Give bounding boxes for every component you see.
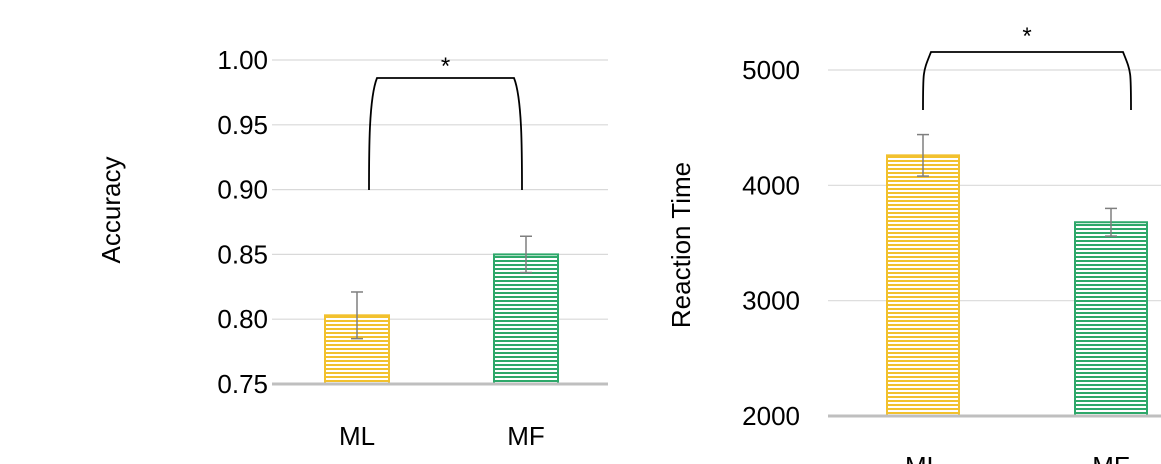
y-tick-label: 3000 (742, 286, 800, 316)
significance-bracket (368, 77, 523, 191)
y-tick-label: 0.80 (217, 304, 268, 334)
bar-mf (493, 253, 559, 385)
bar-ml (886, 154, 960, 417)
y-axis-label: Reaction Time (666, 162, 696, 328)
x-tick-label: ML (339, 421, 375, 451)
y-tick-label: 0.95 (217, 110, 268, 140)
x-tick-label: ML (905, 451, 941, 464)
x-tick-label: MF (507, 421, 545, 451)
reaction-time-chart: 2000 3000 4000 5000 ML MF Reaction Time * (666, 23, 1161, 464)
y-tick-label: 2000 (742, 401, 800, 431)
accuracy-chart: 0.75 0.80 0.85 0.90 0.95 1.00 ML MF Accuracy * (96, 45, 608, 451)
x-tick-label: MF (1092, 451, 1130, 464)
y-axis-label: Accuracy (96, 157, 126, 264)
y-tick-label: 0.75 (217, 369, 268, 399)
y-tick-label: 0.85 (217, 239, 268, 269)
significance-marker: * (1022, 23, 1031, 50)
y-tick-label: 4000 (742, 170, 800, 200)
y-tick-label: 0.90 (217, 175, 268, 205)
y-tick-label: 5000 (742, 55, 800, 85)
significance-marker: * (441, 53, 450, 80)
bar-mf (1074, 221, 1148, 417)
y-tick-label: 1.00 (217, 45, 268, 75)
significance-bracket (922, 51, 1132, 111)
